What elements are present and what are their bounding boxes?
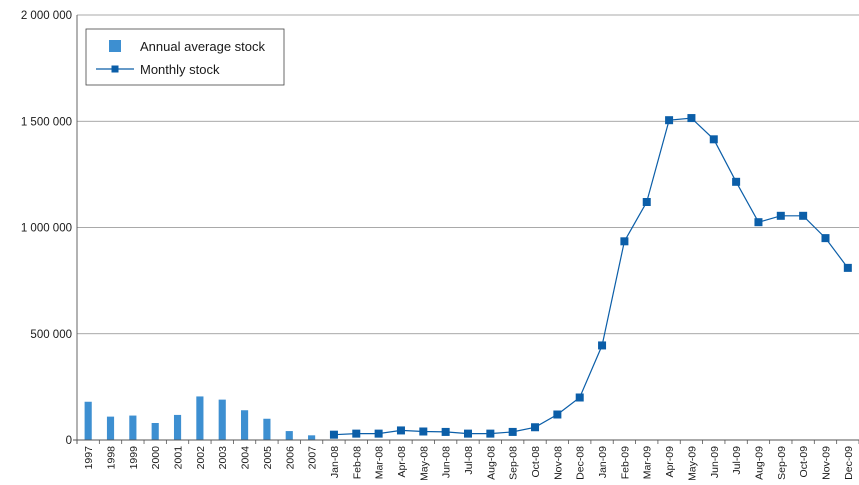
marker-monthly-stock [620,237,629,246]
x-tick-label: 2005 [262,446,274,470]
x-tick-label: Sep-08 [508,446,520,480]
marker-monthly-stock [553,410,562,419]
x-tick-label: 2004 [240,446,252,470]
x-tick-label: 2003 [217,446,229,470]
x-tick-label: Jun-08 [441,446,453,478]
line-monthly-stock [329,114,852,439]
line-monthly-stock-path [333,117,849,436]
legend-swatch-marker-monthly-stock [111,65,119,73]
x-tick-label: 1998 [106,446,118,470]
bar [240,410,249,440]
marker-monthly-stock [531,423,540,432]
x-axis-tick-labels: 1997 1998 1999 2000 2001 2002 2003 2004 2005 2006… [83,446,855,481]
bar [129,415,137,440]
marker-monthly-stock [642,198,651,206]
marker-monthly-stock [754,218,763,227]
bar [196,396,204,440]
marker-monthly-stock [508,427,517,436]
x-tick-label: Aug-09 [754,446,766,480]
marker-monthly-stock [776,211,785,220]
bar [263,418,271,440]
y-tick-label: 0 [66,435,72,447]
x-tick-label: Oct-08 [530,446,542,478]
bar [308,435,316,440]
x-tick-label: Aug-08 [485,446,497,480]
x-tick-label: 2000 [150,446,162,470]
y-tick-label: 1 500 000 [21,116,72,128]
x-tick-label: Feb-08 [351,446,363,479]
x-tick-label: 2002 [195,446,207,470]
legend-swatch-annual-average-stock [109,40,121,52]
marker-monthly-stock [441,427,450,436]
bars-annual-average-stock [84,396,316,440]
marker-monthly-stock [575,393,584,402]
x-tick-label: May-09 [686,446,698,480]
legend-label-annual-average-stock: Annual average stock [140,39,266,54]
gridlines [77,14,859,335]
legend-box [85,28,285,86]
marker-monthly-stock [329,430,338,439]
x-tick-label: 2007 [307,446,319,470]
x-tick-label: Mar-08 [374,446,386,479]
x-tick-label: 1999 [128,446,140,470]
bar [106,416,115,440]
x-tick-label: Sep-09 [776,446,788,480]
x-tick-label: Nov-08 [552,446,564,480]
marker-monthly-stock [598,341,607,350]
bar [173,414,182,440]
legend-label-monthly-stock: Monthly stock [140,62,220,77]
axes [73,15,859,444]
x-tick-label: 2006 [284,446,296,470]
x-tick-label: 1997 [83,446,95,470]
bar [285,431,293,440]
x-tick-label: Apr-09 [664,446,676,478]
marker-monthly-stock [396,426,405,435]
x-tick-label: Dec-09 [843,446,855,480]
x-tick-label: Jul-09 [731,446,743,475]
x-tick-label: Mar-09 [642,446,654,479]
marker-monthly-stock [843,263,852,272]
x-tick-label: Jan-09 [597,446,609,478]
y-tick-label: 1 000 000 [21,223,72,235]
marker-monthly-stock [665,116,674,125]
legend: Annual average stock Monthly stock [85,28,285,86]
x-tick-label: Feb-09 [619,446,631,479]
y-tick-label: 2 000 000 [21,10,72,22]
marker-monthly-stock [374,429,383,438]
x-tick-label: 2001 [173,446,185,470]
marker-monthly-stock [464,429,472,438]
y-axis-tick-labels: 0 500 000 1 000 000 1 500 000 2 000 000 [21,10,72,447]
x-tick-label: Dec-08 [575,446,587,480]
y-tick-label: 500 000 [30,329,72,341]
bar [84,401,92,440]
marker-monthly-stock [799,211,808,220]
x-tick-label: Jun-09 [709,446,721,478]
marker-monthly-stock [486,429,495,438]
marker-monthly-stock [709,135,718,144]
x-tick-label: Apr-08 [396,446,408,478]
x-tick-label: Oct-09 [798,446,810,478]
marker-monthly-stock [821,234,830,243]
x-tick-label: May-08 [418,446,430,480]
bar [218,399,226,440]
x-tick-label: Jan-08 [329,446,341,478]
x-tick-label: Jul-08 [463,446,475,475]
marker-monthly-stock [419,427,428,436]
marker-monthly-stock [687,114,696,123]
marker-monthly-stock [732,177,741,186]
bar [151,423,159,440]
x-tick-label: Nov-09 [821,446,833,480]
marker-monthly-stock [352,429,361,438]
